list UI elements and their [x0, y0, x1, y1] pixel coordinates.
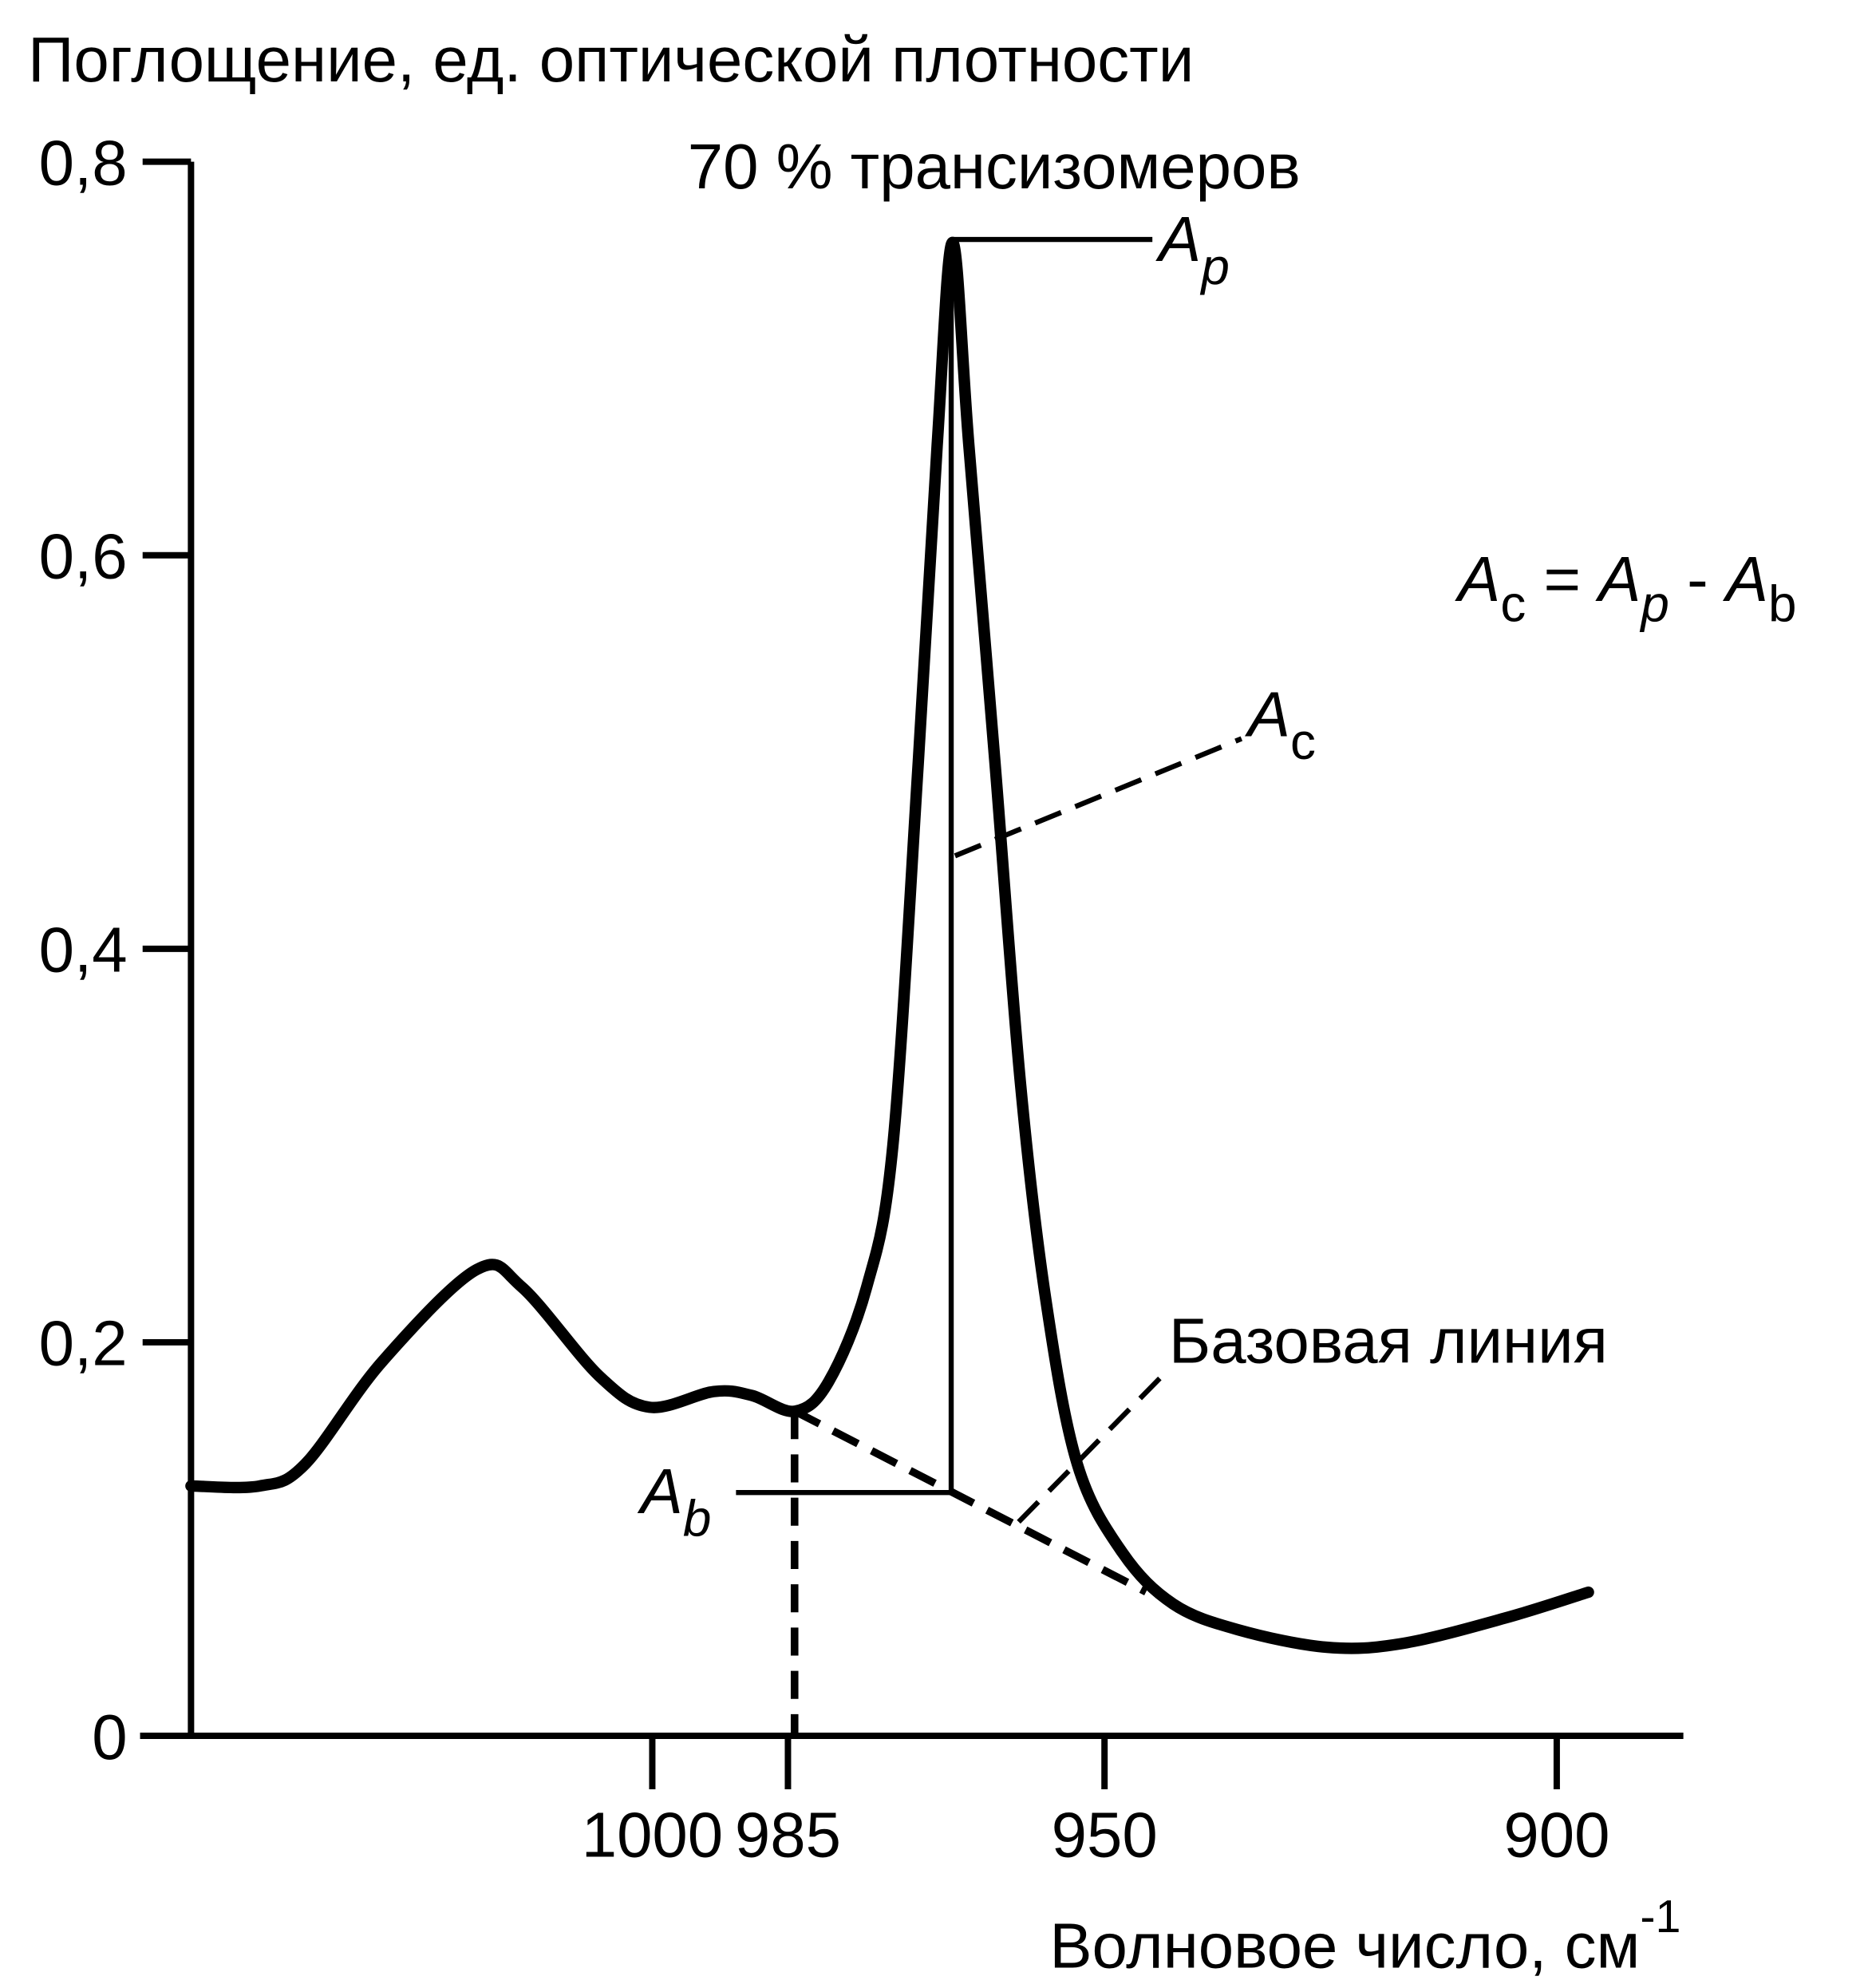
annotation-sub: p — [1199, 238, 1230, 295]
formula-part: A — [1455, 543, 1500, 615]
formula-part: A — [1595, 543, 1641, 615]
x-axis-title-text: Волновое число, см — [1049, 1910, 1640, 1981]
annotation-text: A — [1155, 204, 1201, 275]
x-axis-title: Волновое число, см-1 — [1049, 1891, 1680, 1982]
x-axis-title-sup: -1 — [1640, 1891, 1680, 1943]
formula-part: b — [1768, 575, 1797, 633]
spectrum-line — [185, 236, 1594, 1654]
formula-part: - — [1687, 543, 1708, 615]
annotation-sub: b — [683, 1490, 712, 1547]
formula-part: A — [1723, 543, 1768, 615]
annotation: Ac — [1245, 678, 1316, 770]
formula-part: c — [1500, 575, 1526, 633]
y-tick-label: 0,6 — [39, 520, 128, 591]
annotation-sub: c — [1290, 713, 1316, 770]
annotation: Ap — [1155, 204, 1230, 295]
y-tick-label: 0,2 — [39, 1308, 128, 1379]
x-tick-label: 900 — [1503, 1800, 1609, 1871]
x-tick-label: 1000 — [582, 1800, 723, 1871]
formula-part: p — [1639, 575, 1669, 633]
annotation-line — [1017, 1367, 1171, 1524]
y-tick-label: 0 — [92, 1701, 127, 1773]
annotation-text: A — [1245, 678, 1290, 749]
x-tick-label: 985 — [735, 1800, 841, 1871]
y-tick-label: 0,8 — [39, 127, 128, 198]
annotation: Базовая линия — [1169, 1305, 1608, 1376]
baseline — [792, 1407, 1148, 1595]
formula-part: = — [1543, 543, 1581, 615]
y-tick-label: 0,4 — [39, 915, 128, 986]
subtitle: 70 % трансизомеров — [688, 131, 1301, 202]
annotation-text: A — [638, 1456, 683, 1527]
annotation: Ab — [638, 1456, 712, 1547]
y-axis-title: Поглощение, ед. оптической плотности — [28, 24, 1194, 95]
formula: Ac = Ap - Ab — [1455, 543, 1796, 635]
x-tick-label: 950 — [1052, 1800, 1158, 1871]
